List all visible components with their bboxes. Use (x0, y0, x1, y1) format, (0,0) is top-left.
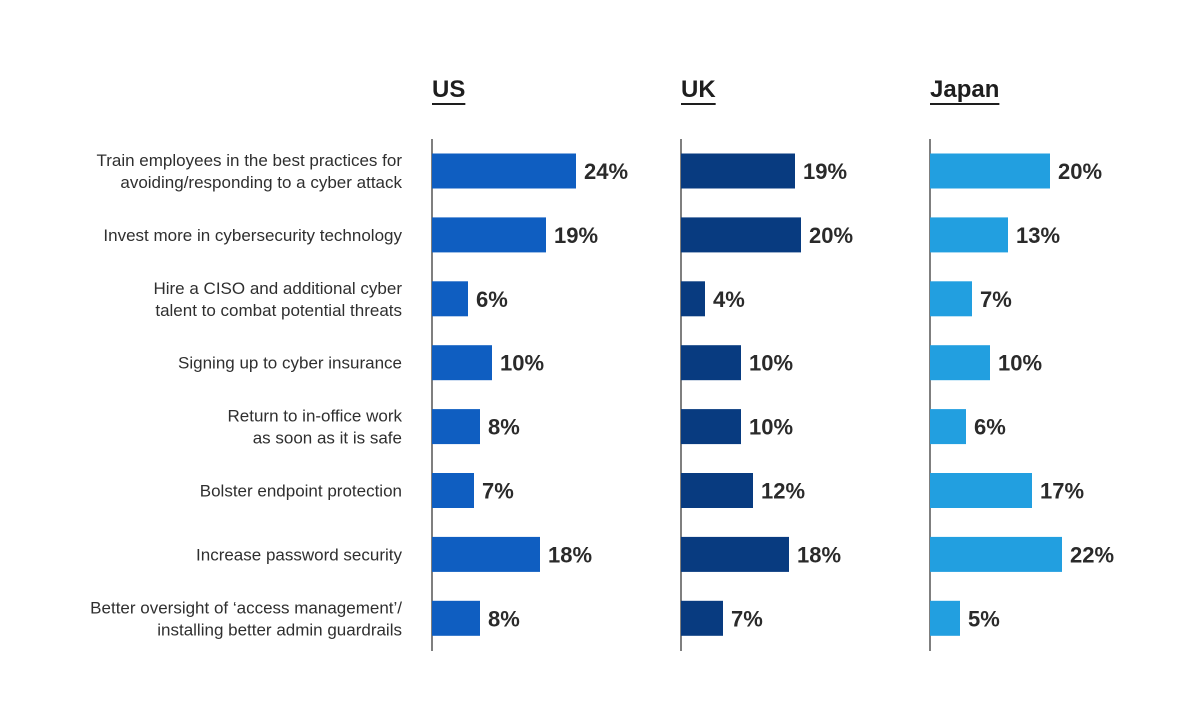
category-label: Bolster endpoint protection (200, 482, 402, 501)
category-label: Signing up to cyber insurance (178, 354, 402, 373)
bar-us (432, 153, 576, 189)
panel-title: UK (681, 76, 716, 103)
category-label: Invest more in cybersecurity technology (103, 226, 402, 245)
value-label: 7% (731, 606, 763, 631)
value-label: 4% (713, 287, 745, 312)
panel-title: Japan (930, 76, 999, 103)
value-label: 19% (803, 159, 847, 184)
value-label: 5% (968, 606, 1000, 631)
bar-us (432, 345, 492, 381)
value-label: 6% (476, 287, 508, 312)
bar-uk (681, 281, 705, 317)
panel-uk: UK 19% 20% 4% 10% 10% 12% 18% 7% (680, 76, 853, 651)
category-label-line: Signing up to cyber insurance (178, 354, 402, 373)
bar-uk (681, 217, 801, 253)
value-label: 6% (974, 415, 1006, 440)
value-label: 10% (749, 415, 793, 440)
value-label: 18% (797, 542, 841, 567)
category-label: Train employees in the best practices fo… (96, 151, 402, 192)
value-label: 20% (809, 223, 853, 248)
category-label-line: Bolster endpoint protection (200, 482, 402, 501)
bar-japan (930, 153, 1050, 189)
value-label: 17% (1040, 479, 1084, 504)
value-label: 24% (584, 159, 628, 184)
bar-japan (930, 409, 966, 445)
category-labels: Train employees in the best practices fo… (90, 151, 402, 639)
value-label: 13% (1016, 223, 1060, 248)
value-label: 22% (1070, 542, 1114, 567)
value-label: 18% (548, 542, 592, 567)
category-label-line: Train employees in the best practices fo… (96, 151, 402, 170)
bar-japan (930, 600, 960, 636)
panel-japan: Japan 20% 13% 7% 10% 6% 17% 22% 5% (929, 76, 1114, 651)
bar-uk (681, 536, 789, 572)
category-label-line: installing better admin guardrails (157, 620, 402, 639)
value-label: 19% (554, 223, 598, 248)
bar-us (432, 600, 480, 636)
bar-us (432, 536, 540, 572)
bar-uk (681, 153, 795, 189)
bar-uk (681, 345, 741, 381)
category-label-line: Invest more in cybersecurity technology (103, 226, 402, 245)
category-label: Hire a CISO and additional cyber talent t… (153, 279, 402, 320)
value-label: 8% (488, 415, 520, 440)
bar-japan (930, 536, 1062, 572)
category-label-line: avoiding/responding to a cyber attack (120, 173, 402, 192)
bar-uk (681, 600, 723, 636)
value-label: 10% (749, 351, 793, 376)
value-label: 7% (482, 479, 514, 504)
value-label: 12% (761, 479, 805, 504)
category-label-line: Return to in-office work (228, 407, 403, 426)
bar-us (432, 409, 480, 445)
value-label: 8% (488, 606, 520, 631)
bar-japan (930, 345, 990, 381)
value-label: 20% (1058, 159, 1102, 184)
value-label: 10% (500, 351, 544, 376)
panel-us: US 24% 19% 6% 10% 8% 7% 18% 8% (431, 76, 628, 651)
panels: US 24% 19% 6% 10% 8% 7% 18% 8% UK 19% 20% 4% 10% 10% 12… (431, 76, 1114, 651)
category-label-line: talent to combat potential threats (155, 301, 402, 320)
bar-japan (930, 217, 1008, 253)
bar-us (432, 473, 474, 508)
category-label-line: Increase password security (196, 545, 402, 564)
bar-uk (681, 473, 753, 508)
bar-us (432, 217, 546, 253)
category-label-line: as soon as it is safe (253, 429, 402, 448)
value-label: 10% (998, 351, 1042, 376)
value-label: 7% (980, 287, 1012, 312)
bar-japan (930, 281, 972, 317)
bar-japan (930, 473, 1032, 508)
bar-uk (681, 409, 741, 445)
category-label: Better oversight of ‘access management’/… (90, 598, 402, 639)
panel-title: US (432, 76, 465, 103)
category-label: Increase password security (196, 545, 402, 564)
category-label-line: Hire a CISO and additional cyber (153, 279, 402, 298)
category-label: Return to in-office work as soon as it is… (228, 407, 403, 448)
bar-us (432, 281, 468, 317)
category-label-line: Better oversight of ‘access management’/ (90, 598, 402, 617)
